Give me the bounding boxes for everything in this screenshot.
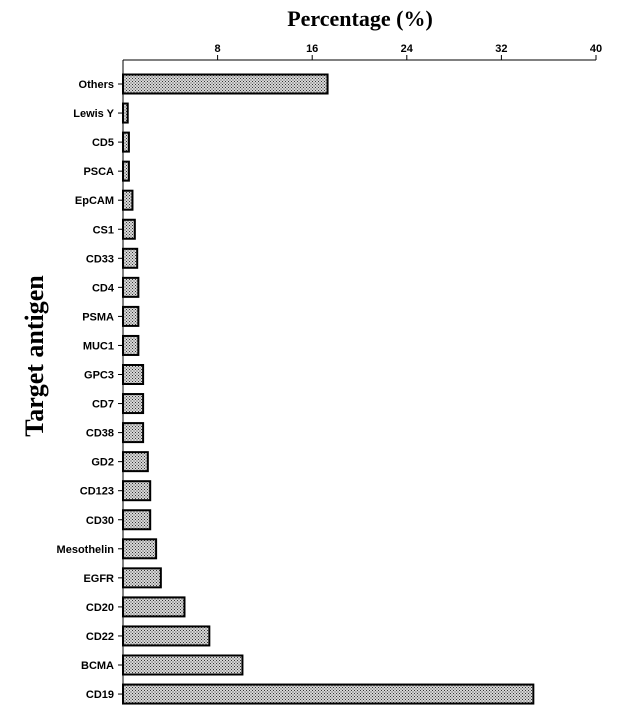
category-label: CD19	[86, 689, 114, 701]
category-label: MUC1	[83, 340, 114, 352]
bar	[122, 480, 152, 502]
bar	[122, 451, 149, 473]
x-tick-label: 40	[590, 43, 602, 55]
category-label: EGFR	[83, 573, 114, 585]
bar	[122, 334, 140, 356]
category-label: CD4	[92, 282, 115, 294]
bar	[122, 102, 129, 124]
category-label: GPC3	[84, 370, 114, 382]
bar	[122, 247, 139, 269]
category-label: Lewis Y	[73, 108, 114, 120]
category-label: CD33	[86, 253, 114, 265]
bar	[122, 131, 130, 153]
bar	[122, 625, 211, 647]
bar	[122, 73, 329, 95]
category-label: CD30	[86, 515, 114, 527]
x-axis-title: Percentage (%)	[287, 6, 433, 31]
x-tick-label: 32	[495, 43, 507, 55]
category-label: CS1	[93, 224, 114, 236]
bar	[122, 683, 535, 705]
category-label: CD22	[86, 631, 114, 643]
bar	[122, 509, 152, 531]
category-label: PSCA	[83, 166, 114, 178]
bar	[122, 276, 140, 298]
bar	[122, 189, 134, 211]
category-label: CD7	[92, 399, 114, 411]
bar	[122, 160, 130, 182]
category-label: CD20	[86, 602, 114, 614]
category-label: EpCAM	[75, 195, 114, 207]
x-tick-label: 24	[401, 43, 414, 55]
bar	[122, 422, 145, 444]
bar	[122, 538, 158, 560]
bar	[122, 596, 186, 618]
category-label: BCMA	[81, 660, 114, 672]
bars-group	[122, 73, 535, 705]
category-label: PSMA	[82, 311, 114, 323]
category-label: CD5	[92, 137, 114, 149]
category-label: CD38	[86, 428, 114, 440]
bar	[122, 305, 140, 327]
bar	[122, 364, 145, 385]
bar	[122, 393, 145, 415]
category-label: Mesothelin	[57, 544, 115, 556]
bar	[122, 218, 136, 240]
x-axis: 8 16 24 32 40	[123, 43, 602, 61]
y-axis-title: Target antigen	[20, 275, 49, 437]
category-label: Others	[79, 79, 114, 91]
x-tick-label: 8	[215, 43, 221, 55]
bar	[122, 567, 162, 589]
x-tick-label: 16	[306, 43, 318, 55]
category-label: CD123	[80, 486, 114, 498]
category-label: GD2	[91, 457, 114, 469]
y-axis: Others Lewis Y CD5 PSCA EpCAM CS1 CD33 CD4 PSMA M…	[57, 60, 124, 701]
bar	[122, 654, 244, 676]
